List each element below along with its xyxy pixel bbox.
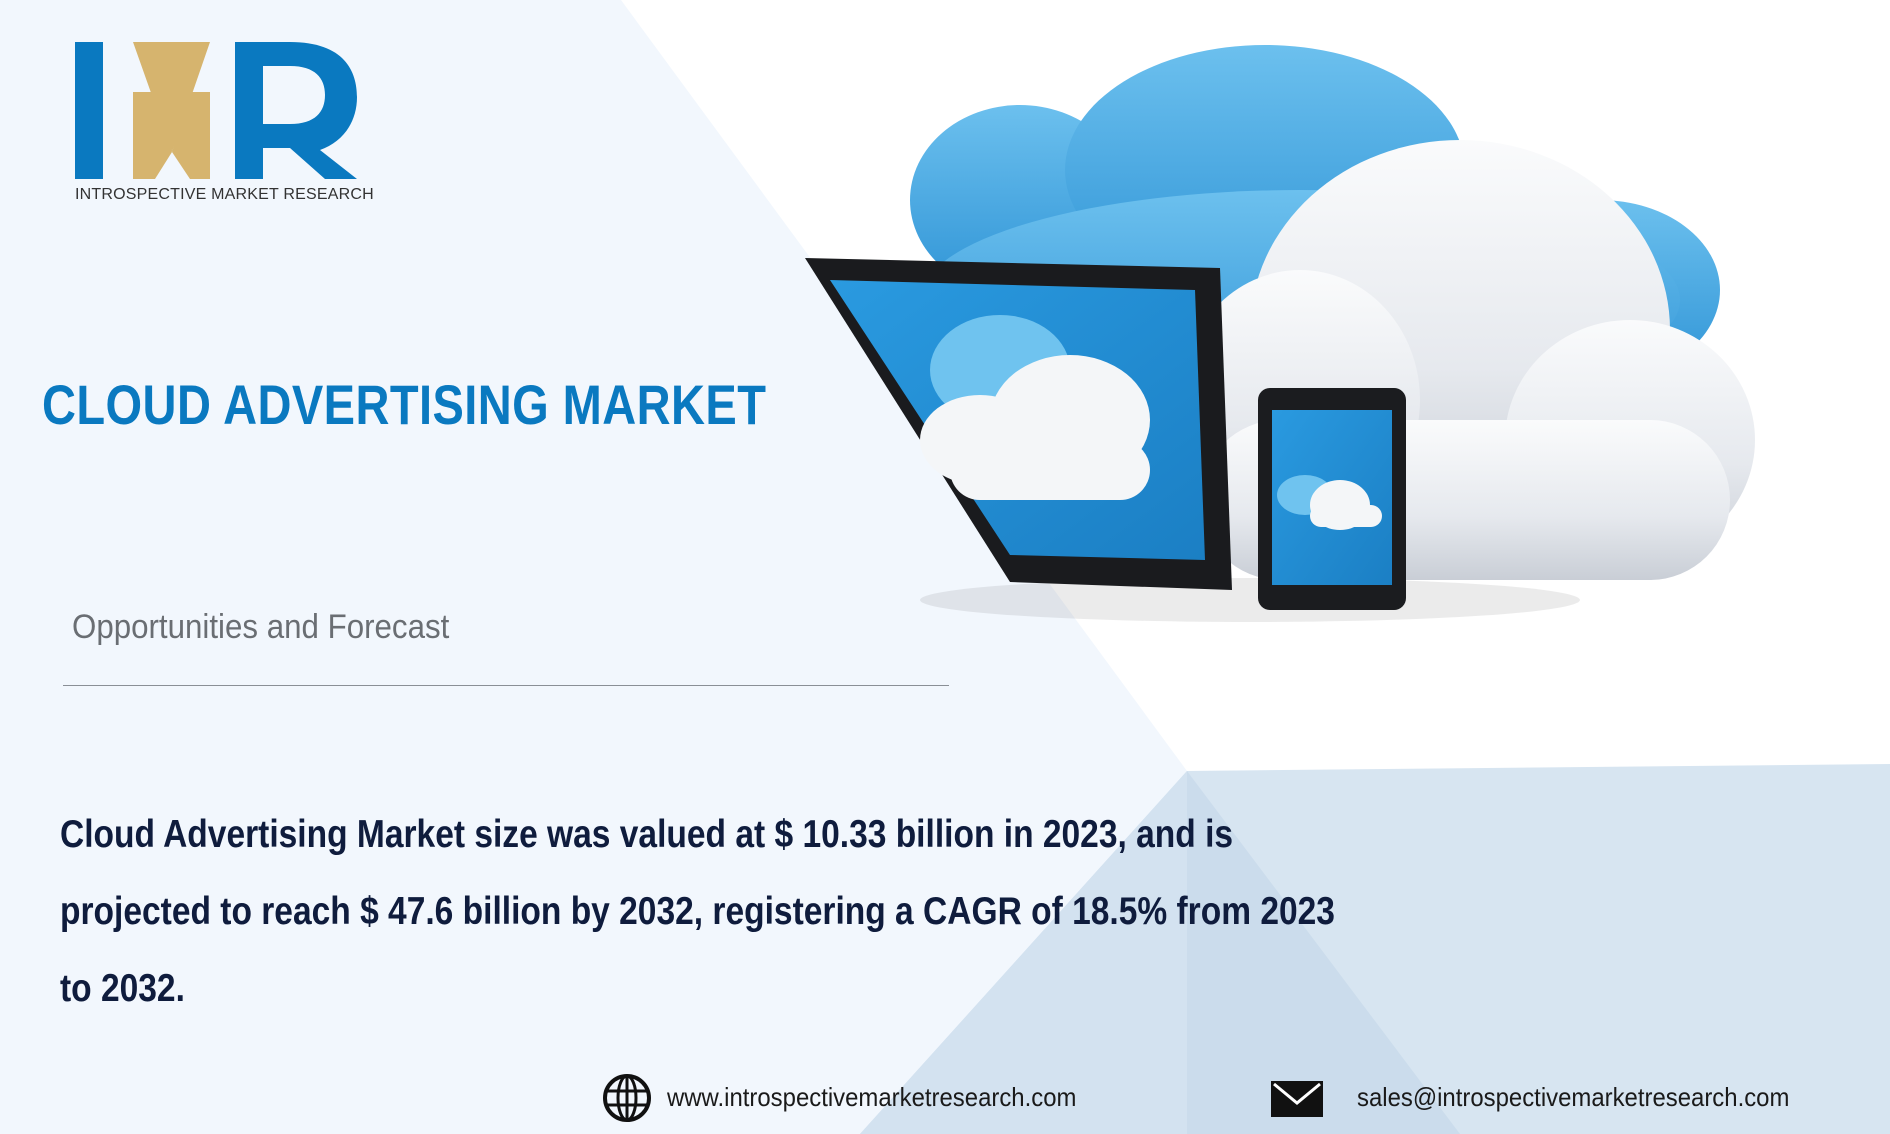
summary-line: projected to reach $ 47.6 billion by 203… — [60, 890, 1335, 933]
website-link[interactable]: www.introspectivemarketresearch.com — [667, 1082, 1077, 1112]
cloud-devices-illustration — [805, 45, 1755, 622]
imr-logo — [75, 42, 357, 179]
page-title: CLOUD ADVERTISING MARKET — [42, 373, 767, 436]
summary-line: Cloud Advertising Market size was valued… — [60, 813, 1234, 856]
envelope-icon — [1271, 1081, 1323, 1117]
divider — [63, 685, 949, 686]
email-link[interactable]: sales@introspectivemarketresearch.com — [1357, 1082, 1790, 1112]
subtitle: Opportunities and Forecast — [72, 608, 450, 646]
market-summary: Cloud Advertising Market size was valued… — [60, 796, 1402, 1027]
globe-icon — [603, 1074, 651, 1122]
summary-line: to 2032. — [60, 967, 185, 1010]
brand-name: INTROSPECTIVE MARKET RESEARCH — [75, 186, 374, 203]
